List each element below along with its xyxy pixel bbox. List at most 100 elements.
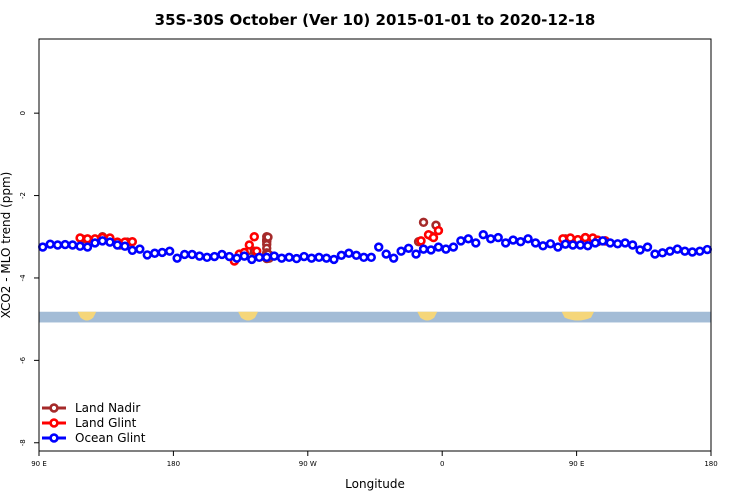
series-2-point-65 — [523, 234, 533, 244]
legend-marker-1 — [49, 418, 59, 428]
series-2-point-70 — [560, 239, 571, 249]
series-2-point-38 — [321, 253, 332, 263]
legend-marker-2 — [49, 433, 59, 443]
series-2-point-59 — [478, 230, 488, 240]
legend-item-0: Land Nadir — [42, 401, 140, 415]
series-2-point-71 — [568, 240, 578, 250]
legend-label-0: Land Nadir — [75, 401, 140, 415]
series-2-point-23 — [209, 251, 220, 262]
series-2-point-26 — [232, 253, 242, 263]
series-2-point-31 — [269, 251, 279, 261]
series-2-point-77 — [612, 239, 623, 249]
land-segment-1 — [77, 311, 97, 321]
series-2-point-63 — [508, 235, 518, 245]
x-axis-ticks: 90 E 180 90 W 0 90 E 180 — [31, 451, 718, 468]
series-2-point-27 — [239, 251, 250, 261]
land-ocean-band — [39, 311, 711, 323]
series-1-point-16 — [428, 232, 439, 243]
series-1-point-12 — [249, 232, 259, 242]
series-2-point-61 — [493, 232, 503, 243]
series-1-point-17 — [433, 225, 444, 236]
y-tick-label-2: -4 — [19, 274, 27, 282]
series-2-point-88 — [695, 246, 705, 256]
series-2-point-54 — [441, 244, 451, 254]
series-2-point-43 — [359, 252, 369, 263]
series-2-point-0 — [38, 242, 48, 252]
series-2-point-7 — [90, 238, 100, 248]
series-2-point-72 — [575, 240, 586, 250]
x-tick-label-1: 180 — [167, 460, 180, 468]
series-2-point-55 — [448, 242, 459, 252]
series-2-point-81 — [642, 242, 653, 252]
series-2-point-58 — [471, 238, 481, 248]
data-series — [38, 217, 712, 266]
series-2 — [38, 230, 712, 265]
series-2-point-22 — [202, 252, 212, 263]
x-tick-label-0: 90 E — [31, 460, 47, 468]
series-2-point-66 — [530, 238, 541, 248]
series-2-point-57 — [463, 234, 474, 244]
series-2-point-24 — [217, 249, 227, 260]
y-axis-label: XCO2 - MLO trend (ppm) — [0, 172, 13, 319]
series-2-point-52 — [426, 245, 436, 255]
y-tick-label-1: -2 — [19, 192, 27, 199]
y-tick-label-3: -6 — [19, 356, 27, 364]
series-2-point-85 — [672, 244, 683, 254]
land-segment-2 — [238, 311, 259, 321]
series-2-point-18 — [172, 253, 182, 263]
series-1-point-21 — [580, 232, 591, 243]
x-tick-label-2: 90 W — [299, 460, 317, 468]
series-2-point-67 — [538, 241, 548, 251]
series-2-point-49 — [403, 243, 414, 253]
series-2-point-1 — [45, 239, 55, 249]
series-2-point-79 — [627, 240, 638, 250]
series-1-point-0 — [75, 233, 85, 243]
series-2-point-16 — [157, 247, 167, 258]
plot-frame — [38, 38, 712, 452]
series-2-point-83 — [657, 248, 668, 258]
series-2-point-13 — [135, 244, 145, 254]
series-1-point-14 — [416, 236, 426, 246]
series-2-point-53 — [433, 242, 444, 252]
x-axis-label: Longitude — [345, 477, 405, 491]
series-2-point-21 — [194, 251, 205, 261]
chart-title: 35S-30S October (Ver 10) 2015-01-01 to 2… — [155, 11, 596, 29]
series-2-point-34 — [291, 253, 302, 264]
series-2-point-80 — [635, 245, 645, 255]
series-2-point-50 — [411, 249, 421, 259]
series-2-point-6 — [82, 242, 93, 252]
series-2-point-29 — [254, 252, 264, 263]
series-2-point-25 — [224, 251, 235, 262]
series-2-point-28 — [247, 254, 257, 265]
series-2-point-47 — [388, 253, 399, 263]
series-2-point-17 — [164, 246, 175, 256]
series-2-point-86 — [680, 246, 690, 256]
series-2-point-10 — [112, 240, 123, 250]
series-1-point-11 — [244, 240, 255, 250]
series-2-point-14 — [142, 250, 152, 260]
series-2-point-62 — [500, 238, 511, 248]
y-tick-label-4: -8 — [19, 439, 27, 446]
series-2-point-60 — [486, 234, 496, 244]
series-2-point-84 — [665, 246, 675, 256]
series-2-point-33 — [284, 252, 294, 263]
series-2-point-32 — [276, 253, 287, 263]
legend-marker-0 — [49, 403, 59, 413]
series-2-point-75 — [598, 236, 608, 246]
series-2-point-46 — [381, 249, 391, 259]
land-segment-4 — [561, 311, 595, 321]
series-2-point-30 — [262, 252, 272, 263]
series-2-point-42 — [351, 250, 362, 261]
series-2-point-9 — [105, 237, 115, 247]
series-2-point-39 — [329, 254, 339, 265]
series-2-point-4 — [67, 240, 78, 250]
series-2-point-68 — [545, 239, 556, 249]
series-2-point-69 — [553, 242, 563, 252]
series-2-point-15 — [150, 248, 160, 258]
series-2-point-8 — [97, 236, 108, 246]
land-segment-3 — [417, 311, 438, 321]
series-2-point-44 — [366, 252, 376, 263]
series-2-point-89 — [702, 244, 712, 255]
